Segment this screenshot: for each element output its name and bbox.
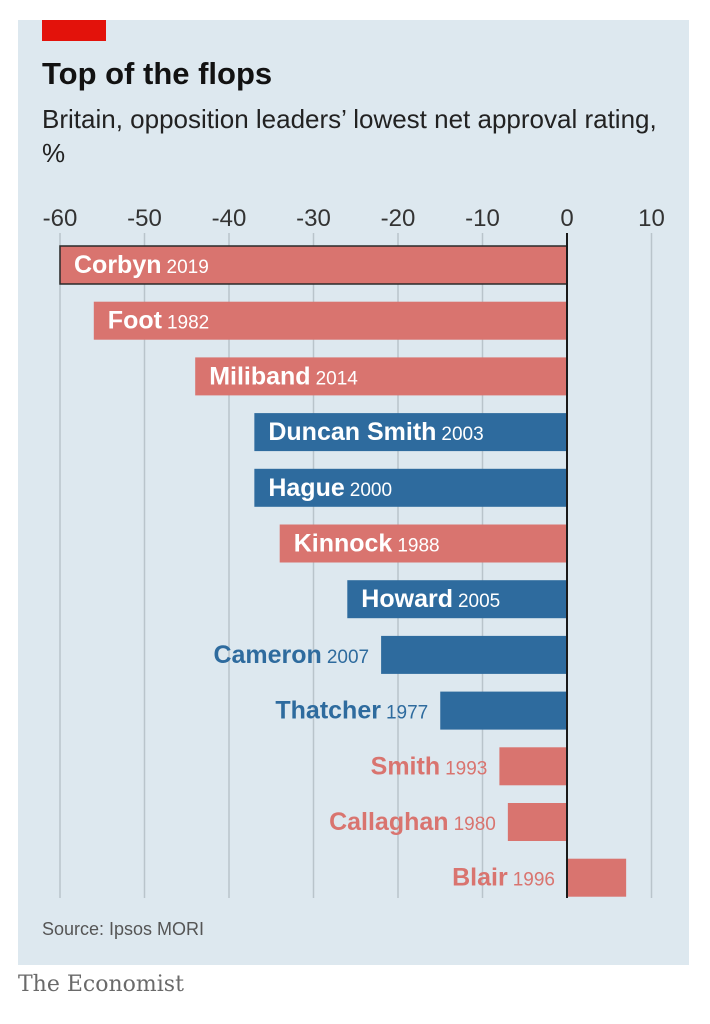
bar-label: Cameron 2007 (213, 641, 369, 669)
bar (567, 858, 627, 897)
source-note: Source: Ipsos MORI (42, 919, 205, 939)
accent-bar (42, 20, 106, 41)
bar (507, 803, 567, 841)
bar-label: Kinnock 1988 (294, 530, 440, 558)
bar-label: Callaghan 1980 (329, 808, 496, 836)
chart-title: Top of the flops (42, 56, 273, 91)
grid-lines (59, 233, 653, 898)
bar-label-name: Cameron (213, 641, 321, 669)
x-tick-label: -30 (296, 205, 331, 232)
bar (347, 580, 567, 619)
bar (381, 635, 567, 674)
bar-label-year: 1977 (386, 703, 428, 724)
x-tick-label: -10 (465, 205, 500, 232)
bar-label-name: Callaghan (329, 808, 448, 836)
bar-label-name: Corbyn (74, 251, 162, 279)
bar (254, 413, 567, 452)
bar-label-name: Hague (268, 474, 345, 502)
bar-label-year: 2003 (441, 424, 483, 445)
bar (440, 691, 567, 730)
bars (59, 245, 627, 897)
bar-label-year: 1993 (445, 758, 487, 779)
bar-label-year: 1996 (513, 870, 555, 891)
bar-label: Smith 1993 (371, 752, 488, 780)
bar (195, 357, 567, 396)
x-tick-labels: -60 -50 -40 -30 -20 -10 0 10 (43, 205, 665, 232)
bar-label: Foot 1982 (108, 307, 209, 335)
bar-label-name: Thatcher (275, 697, 381, 725)
bar-label-name: Duncan Smith (268, 418, 436, 446)
bar-label-year: 2014 (316, 368, 359, 389)
bar-label-year: 1988 (397, 536, 439, 557)
bar-label: Howard 2005 (361, 585, 500, 613)
brand-logo: The Economist (18, 972, 184, 997)
bar-label-name: Blair (452, 864, 508, 892)
x-tick-label: -40 (212, 205, 247, 232)
bar (93, 301, 568, 340)
bar (279, 524, 567, 563)
bar-label-year: 2007 (327, 647, 369, 668)
chart-panel: Top of the flops Britain, opposition lea… (18, 20, 689, 965)
bar-label-year: 2019 (167, 257, 209, 278)
bar-label: Corbyn 2019 (74, 251, 209, 279)
bar-label-year: 1980 (454, 814, 496, 835)
bar-label-name: Miliband (209, 362, 310, 390)
x-tick-label: -50 (127, 205, 162, 232)
bar-label-year: 1982 (167, 313, 209, 334)
bar (499, 747, 567, 786)
bar-label: Thatcher 1977 (275, 697, 428, 725)
bar-label: Hague 2000 (268, 474, 392, 502)
bar-label: Duncan Smith 2003 (268, 418, 483, 446)
bar (254, 468, 567, 507)
x-tick-label: -20 (381, 205, 416, 232)
bar-label-year: 2005 (458, 591, 500, 612)
x-tick-label: 10 (638, 205, 665, 232)
bar-label-name: Howard (361, 585, 453, 613)
x-tick-label: 0 (560, 205, 573, 232)
x-tick-label: -60 (43, 205, 78, 232)
bar-label: Miliband 2014 (209, 362, 358, 390)
bar-label-name: Kinnock (294, 530, 393, 558)
bar-label-name: Smith (371, 752, 440, 780)
bar-label-year: 2000 (350, 480, 392, 501)
bar-label-name: Foot (108, 307, 163, 335)
chart-subtitle: Britain, opposition leaders’ lowest net … (42, 104, 657, 168)
bar-label: Blair 1996 (452, 864, 555, 892)
